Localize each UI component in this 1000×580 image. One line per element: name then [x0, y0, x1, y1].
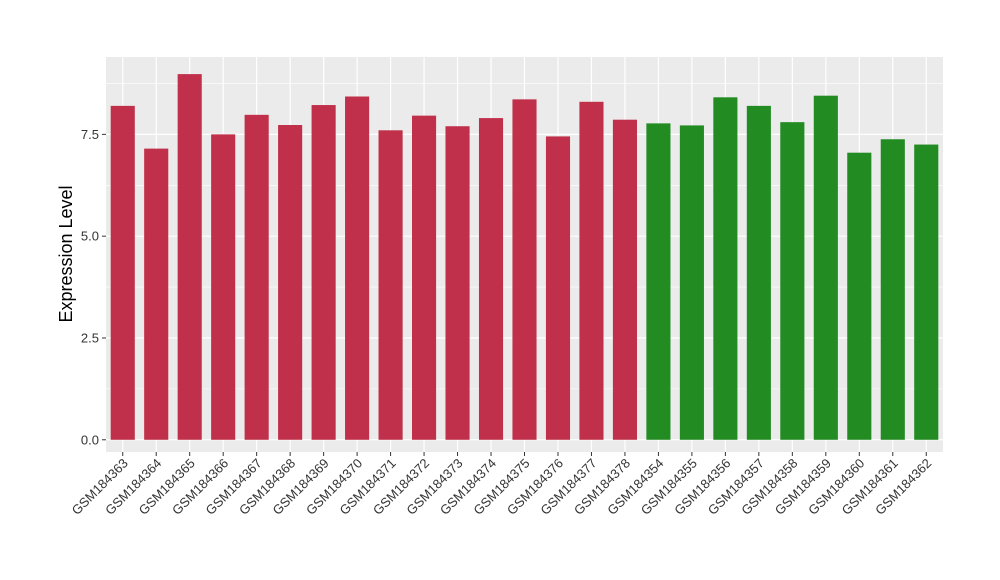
bars — [110, 74, 939, 440]
bar — [278, 125, 303, 440]
bar — [880, 139, 905, 440]
bar — [412, 115, 437, 440]
bar — [847, 152, 872, 440]
x-axis: GSM184363GSM184364GSM184365GSM184366GSM1… — [69, 452, 934, 518]
bar — [211, 134, 236, 440]
bar — [612, 119, 637, 440]
bar — [244, 114, 269, 440]
bar — [177, 74, 202, 440]
y-axis-title: Expression Level — [56, 185, 76, 322]
y-tick-label: 5.0 — [81, 229, 99, 244]
bar — [478, 118, 504, 440]
bar — [378, 130, 403, 440]
bar — [311, 105, 336, 440]
bar — [144, 148, 169, 440]
bar — [679, 125, 704, 440]
bar — [345, 96, 370, 440]
y-tick-label: 2.5 — [81, 330, 99, 345]
y-tick-label: 0.0 — [81, 432, 99, 447]
bar — [545, 136, 571, 440]
bar — [445, 126, 470, 440]
bar — [746, 105, 771, 440]
y-tick-label: 7.5 — [81, 127, 99, 142]
bar — [512, 99, 537, 440]
bar — [646, 123, 671, 440]
bar — [914, 144, 939, 440]
y-axis: 0.0 2.5 5.0 7.5 — [81, 127, 106, 447]
bar — [110, 105, 135, 440]
bar — [579, 101, 604, 440]
bar — [780, 122, 805, 440]
bar — [713, 97, 738, 440]
bar — [813, 95, 838, 440]
